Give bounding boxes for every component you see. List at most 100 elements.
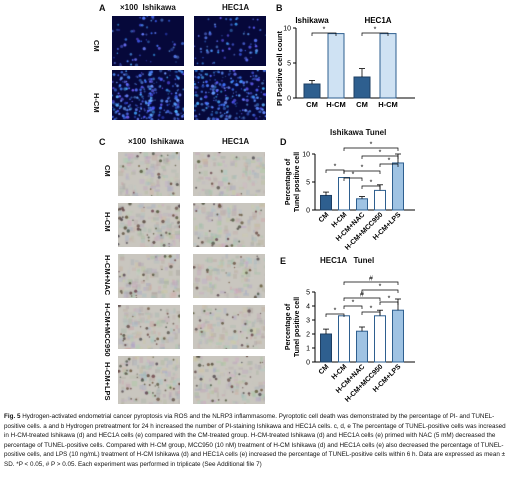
chart-b-plot: 0 5 10 CM H-CM CM H-CM * *: [283, 26, 415, 109]
y-tick-label: 3: [306, 318, 310, 325]
caption-body: Pyroptotic cell death was demonstrated b…: [4, 413, 506, 468]
y-tick-label: 5: [306, 180, 310, 187]
category-label: CM: [318, 211, 331, 224]
y-tick-label: 5: [287, 61, 291, 68]
significance-bracket: [379, 301, 399, 305]
significance-mark: #: [360, 292, 364, 299]
y-axis-label: Percentage of: [285, 303, 292, 350]
bar: [320, 333, 332, 363]
cell-dots: [112, 70, 184, 120]
row-label-lps: H-CM+LPS: [103, 362, 112, 401]
y-tick-label: 10: [283, 26, 291, 33]
chart-e-plot: 0 1 2 3 4 5 Percentage of Tunel positive cell CM…: [285, 276, 415, 404]
magnification-label: ×100: [128, 137, 147, 146]
chart-b: PI Positive cell count Ishikawa HEC1A 0 5…: [275, 16, 415, 109]
category-label: CM: [356, 100, 368, 109]
bar: [374, 189, 386, 211]
significance-mark: *: [361, 165, 364, 172]
panel-b-label: B: [276, 3, 283, 13]
cell-specks: [118, 152, 180, 196]
category-label: CM: [306, 100, 318, 109]
bar: [338, 315, 350, 363]
tunel-hec1a-hcm: [193, 203, 265, 247]
cell-dots: [194, 16, 266, 66]
significance-mark: *: [334, 164, 337, 171]
y-tick-label: 1: [306, 346, 310, 353]
cell-specks: [118, 254, 180, 298]
significance-bracket: [361, 155, 399, 159]
fluor-image-ishikawa-hcm: [112, 70, 184, 120]
bar: [379, 33, 397, 99]
bar: [392, 162, 404, 211]
bar: [356, 198, 368, 211]
significance-bracket: [325, 313, 345, 317]
chart-e: 0 1 2 3 4 5 Percentage of Tunel positive cell CM…: [285, 276, 415, 404]
significance-bracket: [361, 185, 381, 189]
col-ishikawa: Ishikawa: [142, 3, 176, 12]
y-tick-label: 0: [306, 360, 310, 367]
tunel-ishikawa-lps: [118, 356, 180, 404]
tunel-ishikawa-cm: [118, 152, 180, 196]
bar: [327, 33, 345, 99]
chart-b-ylabel: PI Positive cell count: [275, 30, 284, 106]
significance-bracket: [343, 177, 363, 181]
cell-specks: [193, 305, 265, 349]
y-axis-label: Percentage of: [285, 158, 292, 205]
bar: [356, 330, 368, 363]
panel-d-label: D: [280, 137, 287, 147]
y-tick-label: 0: [287, 96, 291, 103]
significance-mark: *: [334, 308, 337, 315]
panel-a-label: A: [99, 3, 106, 13]
cell-specks: [193, 203, 265, 247]
significance-mark: *: [370, 306, 373, 313]
panel-c-label: C: [99, 137, 106, 147]
panel-e-label: E: [280, 256, 287, 266]
row-label-nac: H-CM+NAC: [103, 255, 112, 296]
panel-a-header: ×100 Ishikawa: [120, 3, 176, 12]
tunel-hec1a-cm: [193, 152, 265, 196]
tunel-hec1a-mcc950: [193, 305, 265, 349]
cell-dots: [194, 70, 266, 120]
col-hec1a: HEC1A: [222, 3, 250, 12]
tunel-hec1a-lps: [193, 356, 265, 404]
y-tick-label: 0: [306, 208, 310, 215]
row-cm-label: CM: [92, 40, 101, 52]
y-tick-label: 2: [306, 332, 310, 339]
cell-specks: [118, 203, 180, 247]
significance-mark: *: [379, 284, 382, 291]
bar: [320, 194, 332, 211]
significance-bracket: [361, 32, 389, 36]
row-label-mcc950: H-CM+MCC950: [103, 303, 112, 357]
tunel-ishikawa-mcc950: [118, 305, 180, 349]
significance-mark: *: [388, 158, 391, 165]
cell-specks: [118, 305, 180, 349]
tunel-hec1a-nac: [193, 254, 265, 298]
chart-b-group2-title: HEC1A: [364, 16, 391, 25]
significance-mark: *: [374, 27, 377, 34]
y-tick-label: 5: [306, 290, 310, 297]
significance-mark: *: [370, 180, 373, 187]
y-axis-label: Tunel positive cell: [294, 297, 301, 357]
significance-bracket: [361, 311, 381, 315]
tunel-ishikawa-nac: [118, 254, 180, 298]
magnification-label: ×100: [120, 3, 139, 12]
y-tick-label: 10: [302, 152, 310, 159]
chart-d-title: Ishikawa Tunel: [330, 128, 387, 137]
fluor-image-hec1a-hcm: [194, 70, 266, 120]
significance-mark: *: [379, 150, 382, 157]
row-label-hcm: H-CM: [103, 212, 112, 232]
tunel-ishikawa-hcm: [118, 203, 180, 247]
significance-bracket: [343, 281, 399, 285]
significance-mark: *: [352, 172, 355, 179]
significance-bracket: [343, 147, 399, 151]
fluor-image-ishikawa-cm: [112, 16, 184, 66]
caption-title: Hydrogen-activated endometrial cancer py…: [22, 413, 277, 420]
cell-specks: [118, 356, 180, 404]
significance-mark: *: [323, 27, 326, 34]
category-label: H-CM: [378, 100, 398, 109]
y-tick-label: 4: [306, 304, 310, 311]
chart-b-group1-title: Ishikawa: [295, 16, 329, 25]
col-hec1a: HEC1A: [222, 137, 250, 146]
chart-e-title: HEC1A Tunel: [320, 256, 375, 265]
